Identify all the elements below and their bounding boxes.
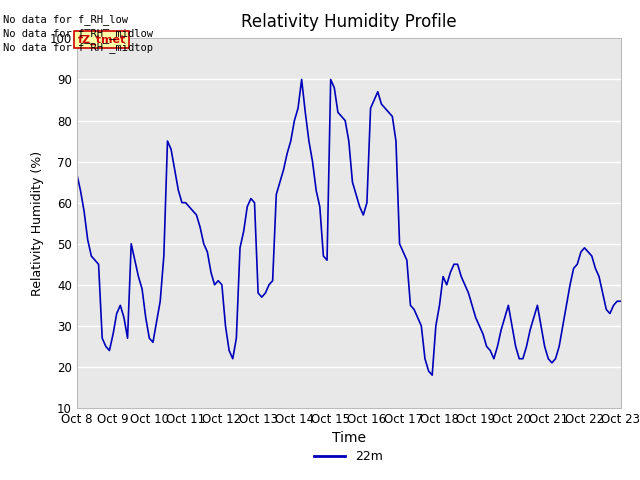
Text: No data for f̅RH̅_midtop: No data for f̅RH̅_midtop xyxy=(3,42,153,53)
X-axis label: Time: Time xyxy=(332,432,366,445)
Text: No data for f_RH_low: No data for f_RH_low xyxy=(3,13,128,24)
Text: No data for f̅RH̅_midlow: No data for f̅RH̅_midlow xyxy=(3,28,153,39)
Title: Relativity Humidity Profile: Relativity Humidity Profile xyxy=(241,13,456,31)
Y-axis label: Relativity Humidity (%): Relativity Humidity (%) xyxy=(31,151,44,296)
Legend: 22m: 22m xyxy=(309,445,388,468)
Text: fZ_tmet: fZ_tmet xyxy=(77,35,125,45)
